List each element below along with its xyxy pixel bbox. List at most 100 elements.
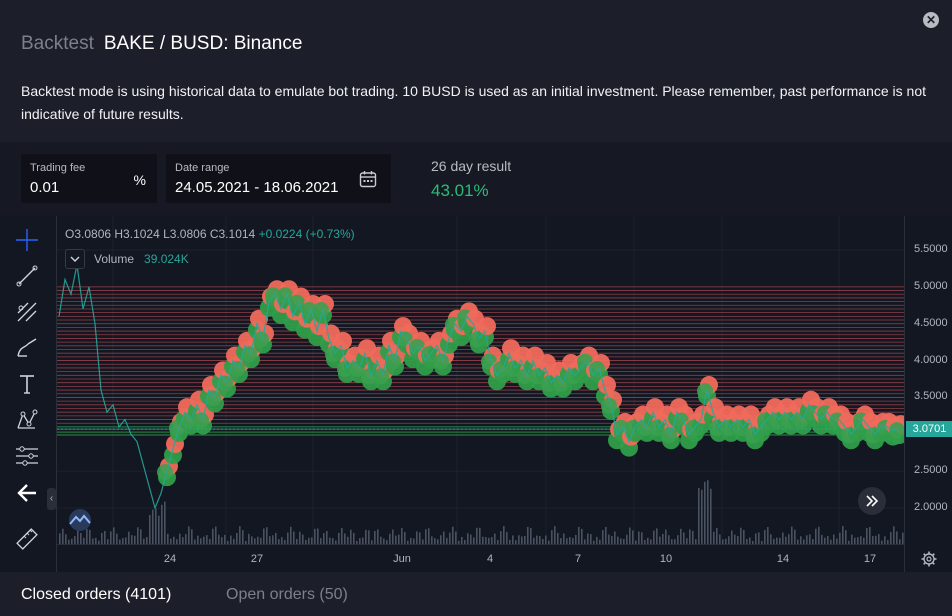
ohlc-readout: O3.0806 H3.1024 L3.0806 C3.1014 +0.0224 … <box>65 227 355 241</box>
chevron-down-icon[interactable] <box>65 249 85 269</box>
volume-bar <box>713 531 715 544</box>
volume-bar <box>848 540 850 544</box>
volume-bar <box>896 531 898 544</box>
buy-order-marker <box>313 301 329 318</box>
trading-fee-value[interactable]: 0.01 <box>30 179 60 196</box>
crosshair-icon[interactable] <box>13 227 41 253</box>
volume-bar <box>236 532 238 544</box>
volume-bar <box>152 509 154 544</box>
volume-bar <box>353 532 355 544</box>
orders-tabs: Closed orders (4101) Open orders (50) <box>0 572 952 616</box>
sell-order-marker <box>334 331 352 350</box>
volume-bar <box>689 529 691 544</box>
date-range-value[interactable]: 24.05.2021 - 18.06.2021 <box>175 179 339 196</box>
volume-bar <box>872 536 874 544</box>
volume-bar <box>659 536 661 544</box>
volume-bar <box>596 536 598 544</box>
volume-bar <box>734 534 736 544</box>
volume-value: 39.024K <box>144 252 189 266</box>
volume-bar <box>377 529 379 544</box>
trading-fee-field[interactable]: Trading fee 0.01 % <box>21 154 157 203</box>
volume-bar <box>68 539 70 544</box>
tab-closed-orders[interactable]: Closed orders (4101) <box>21 586 172 603</box>
price-tick-label: 4.5000 <box>914 316 948 329</box>
buy-order-marker <box>241 346 257 363</box>
volume-bar <box>653 530 655 544</box>
volume-bar <box>587 533 589 544</box>
volume-bar <box>737 536 739 544</box>
percent-suffix: % <box>133 172 146 188</box>
volume-bar <box>272 535 274 544</box>
volume-bar <box>641 532 643 544</box>
scroll-to-realtime-button[interactable] <box>858 487 886 515</box>
volume-bar <box>752 540 754 544</box>
volume-bar <box>488 537 490 544</box>
volume-bar <box>875 535 877 544</box>
volume-bar <box>422 539 424 544</box>
volume-bar <box>341 527 343 544</box>
volume-bar <box>788 534 790 544</box>
buy-order-marker <box>217 375 233 392</box>
brush-icon[interactable] <box>13 335 41 361</box>
volume-bar <box>74 536 76 544</box>
buy-order-marker <box>229 360 245 377</box>
measure-icon[interactable] <box>13 443 41 469</box>
volume-bar <box>539 536 541 544</box>
volume-bar <box>806 535 808 544</box>
volume-bar <box>518 535 520 544</box>
price-axis[interactable]: 5.50005.00004.50004.00003.50003.00002.50… <box>904 216 952 572</box>
volume-bar <box>884 536 886 544</box>
calendar-icon[interactable] <box>359 170 377 188</box>
volume-bar <box>455 531 457 544</box>
volume-bar <box>224 534 226 544</box>
gear-icon[interactable] <box>921 551 937 567</box>
volume-bar <box>845 530 847 544</box>
price-tick-label: 3.5000 <box>914 390 948 403</box>
volume-bar <box>83 537 85 544</box>
volume-bar <box>239 526 241 544</box>
pattern-icon[interactable] <box>13 407 41 433</box>
volume-bar <box>395 535 397 544</box>
trend-line-icon[interactable] <box>13 263 41 289</box>
tab-open-orders[interactable]: Open orders (50) <box>226 586 348 603</box>
volume-bar <box>329 537 331 544</box>
time-tick-label: 17 <box>863 553 877 565</box>
volume-bar <box>761 540 763 544</box>
volume-bar <box>173 536 175 544</box>
volume-bar <box>242 530 244 544</box>
volume-bar <box>266 527 268 544</box>
volume-bar <box>881 540 883 544</box>
result-label: 26 day result <box>431 158 512 174</box>
volume-bar <box>446 537 448 544</box>
volume-bar <box>185 534 187 544</box>
time-axis[interactable]: 24 27 Jun 4 7 10 14 17 <box>57 544 904 573</box>
volume-bar <box>764 529 766 544</box>
toolbar-collapse-handle[interactable]: ‹ <box>47 488 56 510</box>
volume-bar <box>413 538 415 544</box>
volume-bar <box>215 526 217 544</box>
pair-title: BAKE / BUSD: Binance <box>103 33 303 54</box>
volume-bar <box>674 539 676 544</box>
price-plot[interactable] <box>57 216 904 544</box>
time-tick-label: 10 <box>659 553 673 565</box>
volume-bar <box>590 534 592 544</box>
close-icon[interactable]: ✕ <box>923 12 939 28</box>
volume-bar <box>878 534 880 544</box>
date-range-label: Date range <box>175 162 230 174</box>
volume-bar <box>269 536 271 544</box>
text-icon[interactable] <box>13 371 41 397</box>
time-tick-label: 27 <box>250 553 264 565</box>
ruler-icon[interactable] <box>13 526 41 552</box>
back-arrow-icon[interactable] <box>13 480 41 506</box>
volume-bar <box>314 528 316 544</box>
volume-bar <box>572 538 574 544</box>
volume-bar <box>599 539 601 544</box>
volume-bar <box>158 515 160 544</box>
volume-bar <box>617 536 619 544</box>
volume-bar <box>356 540 358 544</box>
volume-bar <box>140 529 142 544</box>
volume-bar <box>533 537 535 544</box>
volume-label: Volume <box>94 252 135 266</box>
date-range-field[interactable]: Date range 24.05.2021 - 18.06.2021 <box>166 154 391 203</box>
pitchfork-icon[interactable] <box>13 299 41 325</box>
